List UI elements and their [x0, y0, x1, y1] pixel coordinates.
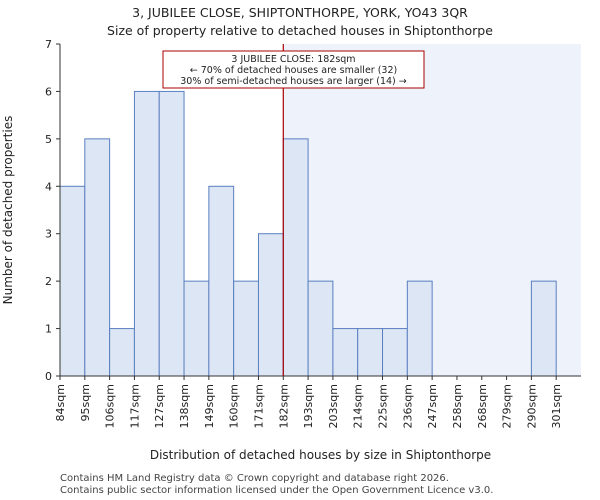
- x-tick-label: 290sqm: [525, 384, 538, 428]
- x-tick-label: 117sqm: [128, 384, 141, 428]
- x-tick-label: 193sqm: [302, 384, 315, 428]
- x-tick-label: 84sqm: [54, 384, 67, 421]
- x-tick-label: 149sqm: [203, 384, 216, 428]
- histogram-bar: [183, 280, 210, 377]
- histogram-bar: [257, 233, 284, 377]
- bars-layer: [59, 90, 557, 377]
- histogram-bar: [208, 185, 235, 377]
- y-tick-label: 4: [45, 180, 52, 193]
- histogram-bar: [282, 138, 309, 377]
- histogram-bar: [133, 90, 160, 377]
- x-tick-label: 236sqm: [401, 384, 414, 428]
- annotation-line-3: 30% of semi-detached houses are larger (…: [180, 76, 407, 87]
- histogram-bar: [158, 90, 185, 377]
- annotation-line-1: 3 JUBILEE CLOSE: 182sqm: [231, 54, 355, 65]
- x-axis-title: Distribution of detached houses by size …: [150, 448, 491, 462]
- y-tick-label: 1: [45, 323, 52, 336]
- histogram-bar: [332, 328, 359, 377]
- chart-title: 3, JUBILEE CLOSE, SHIPTONTHORPE, YORK, Y…: [132, 5, 468, 20]
- y-tick-label: 2: [45, 275, 52, 288]
- x-tick-label: 225sqm: [377, 384, 390, 428]
- annotation-line-2: ← 70% of detached houses are smaller (32…: [190, 65, 397, 76]
- axis-labels-layer: Distribution of detached houses by size …: [1, 116, 491, 462]
- y-tick-label: 3: [45, 228, 52, 241]
- x-tick-label: 203sqm: [327, 384, 340, 428]
- x-tick-label: 160sqm: [228, 384, 241, 428]
- footer-licence: Contains public sector information licen…: [60, 485, 494, 496]
- histogram-bar: [530, 280, 557, 377]
- y-tick-label: 0: [45, 370, 52, 383]
- x-tick-label: 279sqm: [501, 384, 514, 428]
- histogram-bar: [406, 280, 433, 377]
- histogram-bar: [233, 280, 259, 377]
- footer-copyright: Contains HM Land Registry data © Crown c…: [60, 473, 449, 484]
- histogram-bar: [357, 328, 384, 377]
- x-tick-label: 214sqm: [352, 384, 365, 428]
- x-tick-label: 301sqm: [550, 384, 563, 428]
- y-tick-label: 5: [45, 133, 52, 146]
- histogram-chart: 0 1 2 3 4 5 6 7 84sqm 95sqm 106sqm 117sqm 127sqm 138s…: [1, 38, 581, 462]
- x-tick-label: 138sqm: [178, 384, 191, 428]
- y-axis-title: Number of detached properties: [1, 116, 15, 305]
- y-tick-label: 7: [45, 38, 52, 51]
- y-tick-label: 6: [45, 85, 52, 98]
- axes-layer: 0 1 2 3 4 5 6 7 84sqm 95sqm 106sqm 117sqm 127sqm 138s…: [45, 38, 581, 428]
- annotation-layer: 3 JUBILEE CLOSE: 182sqm← 70% of detached…: [162, 44, 425, 376]
- x-tick-label: 106sqm: [104, 384, 117, 428]
- histogram-bar: [84, 138, 111, 377]
- x-tick-label: 182sqm: [277, 384, 290, 428]
- x-tick-label: 247sqm: [426, 384, 439, 428]
- chart-subtitle: Size of property relative to detached ho…: [107, 23, 493, 38]
- x-tick-label: 171sqm: [252, 384, 265, 428]
- x-tick-label: 268sqm: [476, 384, 489, 428]
- histogram-bar: [382, 328, 408, 377]
- histogram-bar: [109, 328, 135, 377]
- x-tick-label: 95sqm: [79, 384, 92, 421]
- x-tick-label: 127sqm: [153, 384, 166, 428]
- histogram-bar: [59, 185, 86, 377]
- histogram-bar: [307, 280, 334, 377]
- x-tick-label: 258sqm: [451, 384, 464, 428]
- annotation-box: [162, 50, 425, 89]
